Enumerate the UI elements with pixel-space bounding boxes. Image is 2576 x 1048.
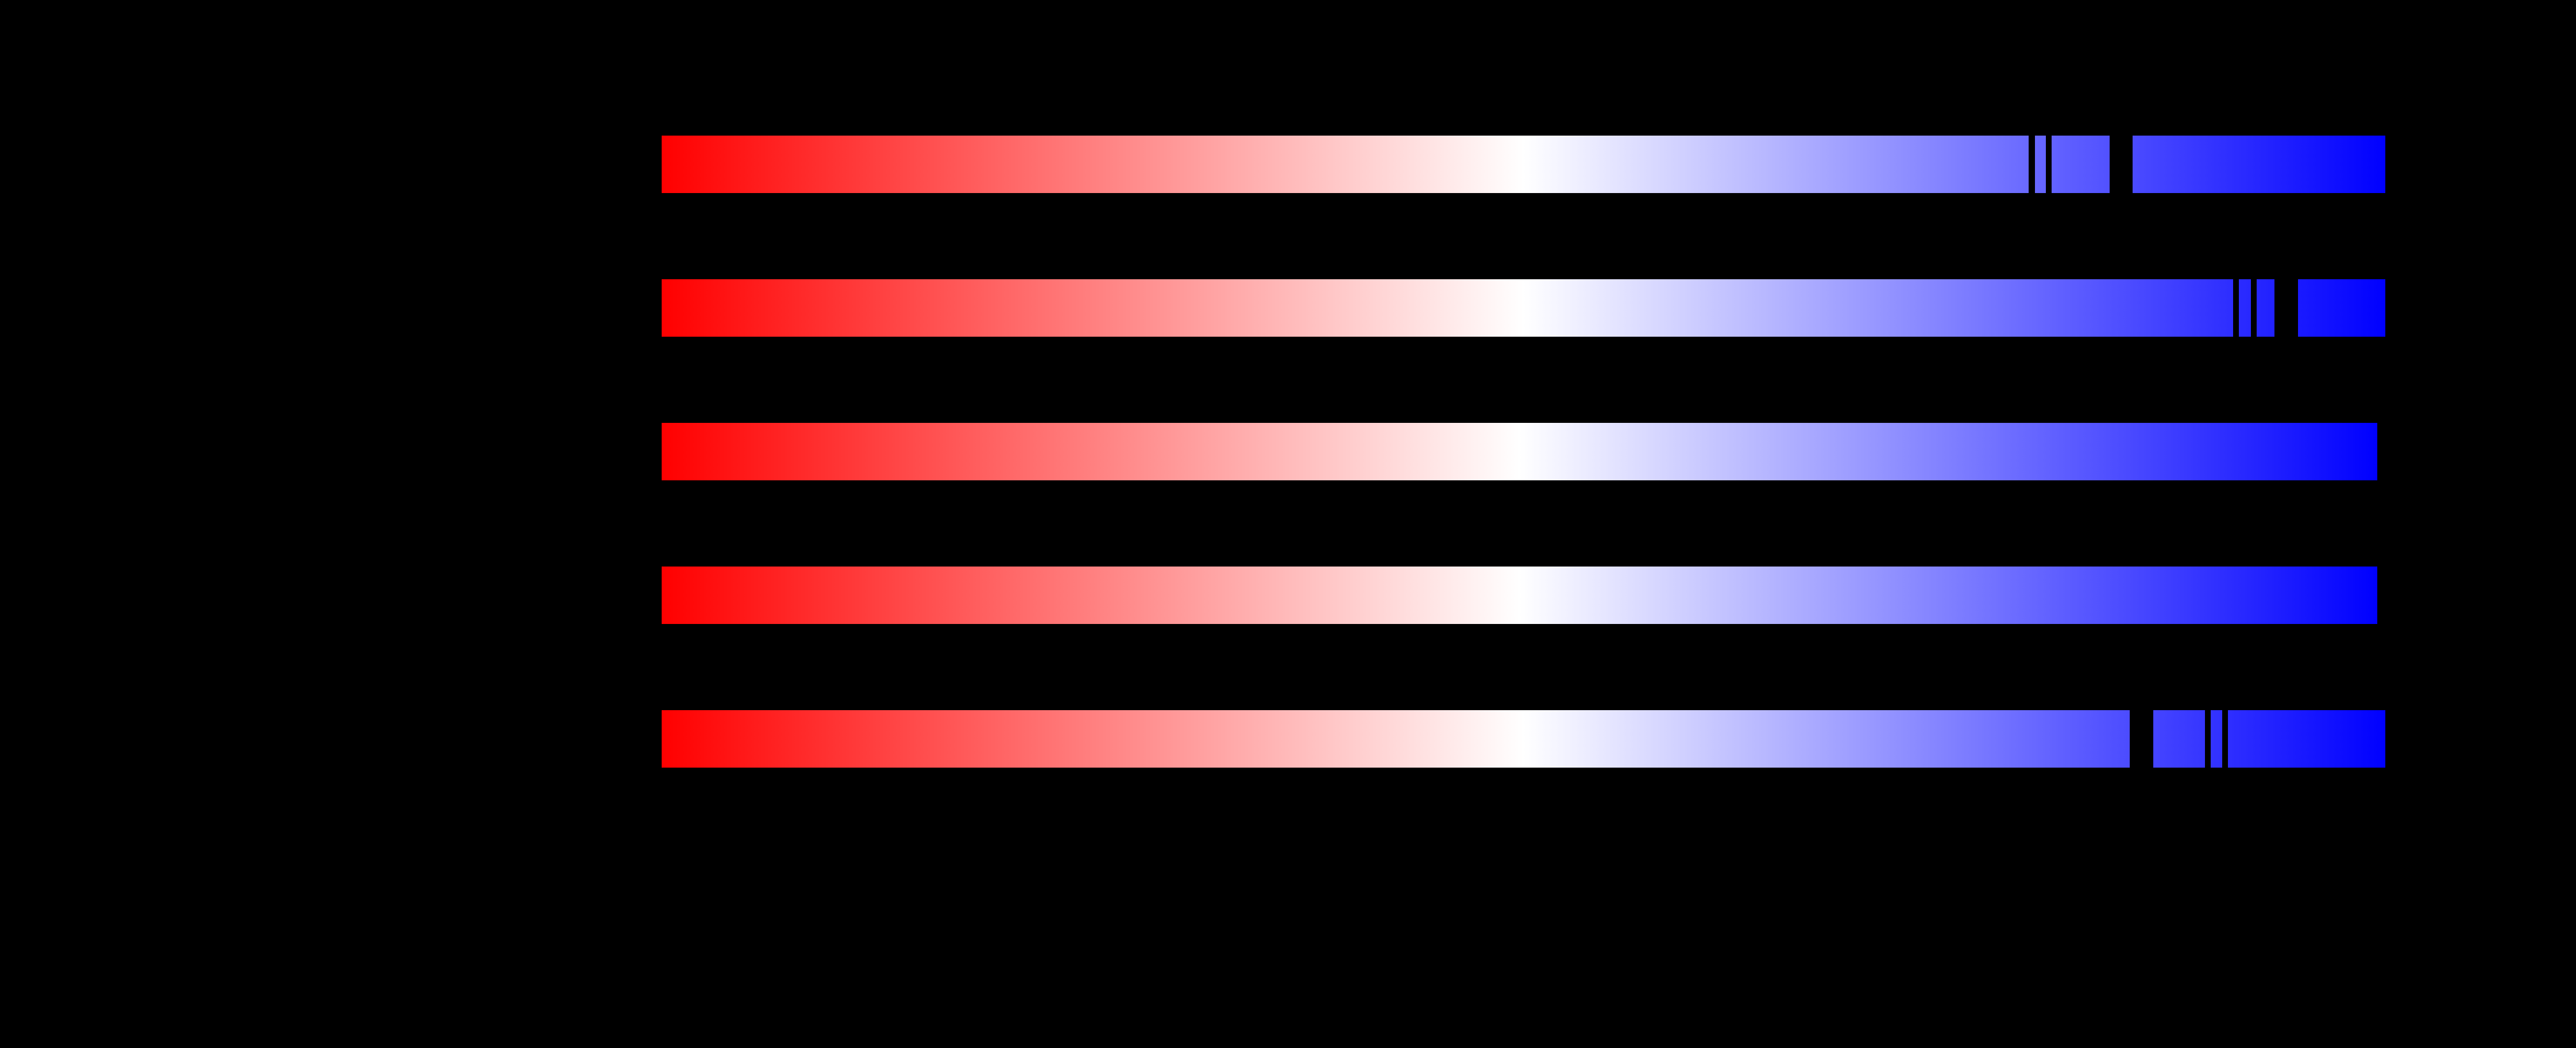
gradient-bar-track-3 <box>662 423 2377 480</box>
bar-gap-track-1-2 <box>2046 135 2052 194</box>
gradient-bar-track-2 <box>662 279 2385 337</box>
bar-gap-track-1-1 <box>2029 135 2035 194</box>
gradient-bar-track-4 <box>662 567 2377 624</box>
gradient-bar-track-5 <box>662 710 2385 768</box>
bar-gap-track-1-3 <box>2110 135 2133 194</box>
bar-gap-track-5-2 <box>2205 710 2211 768</box>
gradient-bar-track-1 <box>662 135 2385 194</box>
bar-gap-track-5-1 <box>2130 710 2153 768</box>
bar-gap-track-5-3 <box>2222 710 2228 768</box>
bar-gap-track-2-1 <box>2233 279 2239 337</box>
bar-gap-track-2-3 <box>2274 279 2298 337</box>
bar-gap-track-2-2 <box>2251 279 2257 337</box>
